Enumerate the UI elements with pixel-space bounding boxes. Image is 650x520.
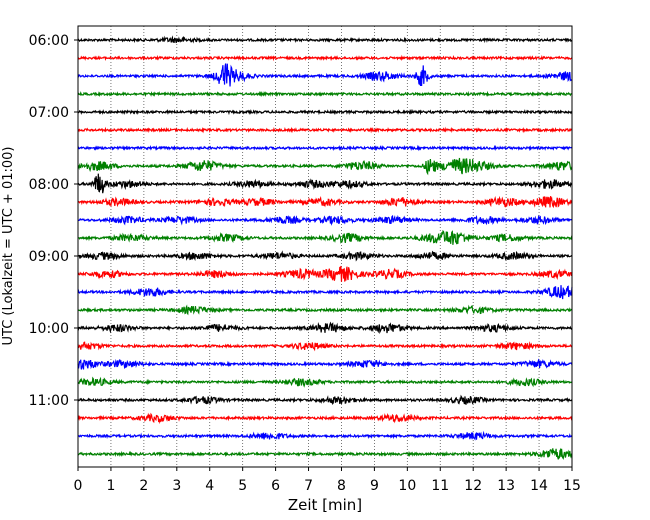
y-tick-label: 11:00 <box>29 393 69 409</box>
x-tick-label: 6 <box>271 478 280 494</box>
trace-line <box>77 229 573 245</box>
y-axis-ticks: 06:00 07:00 08:00 09:00 10:00 11:00 <box>29 33 78 409</box>
x-tick-label: 15 <box>563 478 581 494</box>
x-tick-label: 5 <box>238 478 247 494</box>
trace-line <box>77 35 573 44</box>
trace-line <box>77 126 573 134</box>
trace-line <box>77 173 573 194</box>
y-tick-label: 08:00 <box>29 177 69 193</box>
x-tick-label: 11 <box>431 478 449 494</box>
x-tick-label: 3 <box>172 478 181 494</box>
trace-line <box>77 447 573 460</box>
x-tick-label: 10 <box>398 478 416 494</box>
trace-line <box>77 341 573 352</box>
trace-line <box>77 54 573 62</box>
trace-line <box>77 214 573 226</box>
x-tick-label: 9 <box>370 478 379 494</box>
y-tick-label: 10:00 <box>29 321 69 337</box>
trace-line <box>77 304 573 316</box>
trace-line <box>77 412 573 425</box>
trace-line <box>77 321 573 335</box>
plot-frame <box>77 25 573 468</box>
trace-line <box>77 108 573 116</box>
trace-line <box>77 394 573 405</box>
trace-line <box>77 430 573 441</box>
y-tick-label: 06:00 <box>29 33 69 49</box>
trace-line <box>77 358 573 370</box>
x-tick-label: 8 <box>337 478 346 494</box>
x-tick-label: 13 <box>497 478 515 494</box>
trace-line <box>77 376 573 388</box>
trace-line <box>77 285 573 300</box>
y-tick-label: 09:00 <box>29 249 69 265</box>
trace-line <box>77 90 573 98</box>
x-tick-label: 4 <box>205 478 214 494</box>
traces <box>77 35 573 460</box>
trace-line <box>77 265 573 282</box>
y-axis-label: UTC (Lokalzeit = UTC + 01:00) <box>1 147 16 346</box>
x-tick-label: 2 <box>139 478 148 494</box>
x-tick-label: 14 <box>530 478 548 494</box>
x-axis-label: Zeit [min] <box>288 496 362 514</box>
trace-line <box>77 250 573 262</box>
x-tick-label: 1 <box>106 478 115 494</box>
trace-line <box>77 63 573 87</box>
y-tick-label: 07:00 <box>29 105 69 121</box>
trace-line <box>77 157 573 176</box>
trace-line <box>77 144 573 152</box>
trace-line <box>77 195 573 209</box>
x-axis-ticks: 0 1 2 3 4 5 6 7 8 9 10 11 12 13 14 15 <box>74 467 581 494</box>
x-tick-label: 0 <box>74 478 83 494</box>
x-tick-label: 12 <box>464 478 482 494</box>
x-tick-label: 7 <box>304 478 313 494</box>
